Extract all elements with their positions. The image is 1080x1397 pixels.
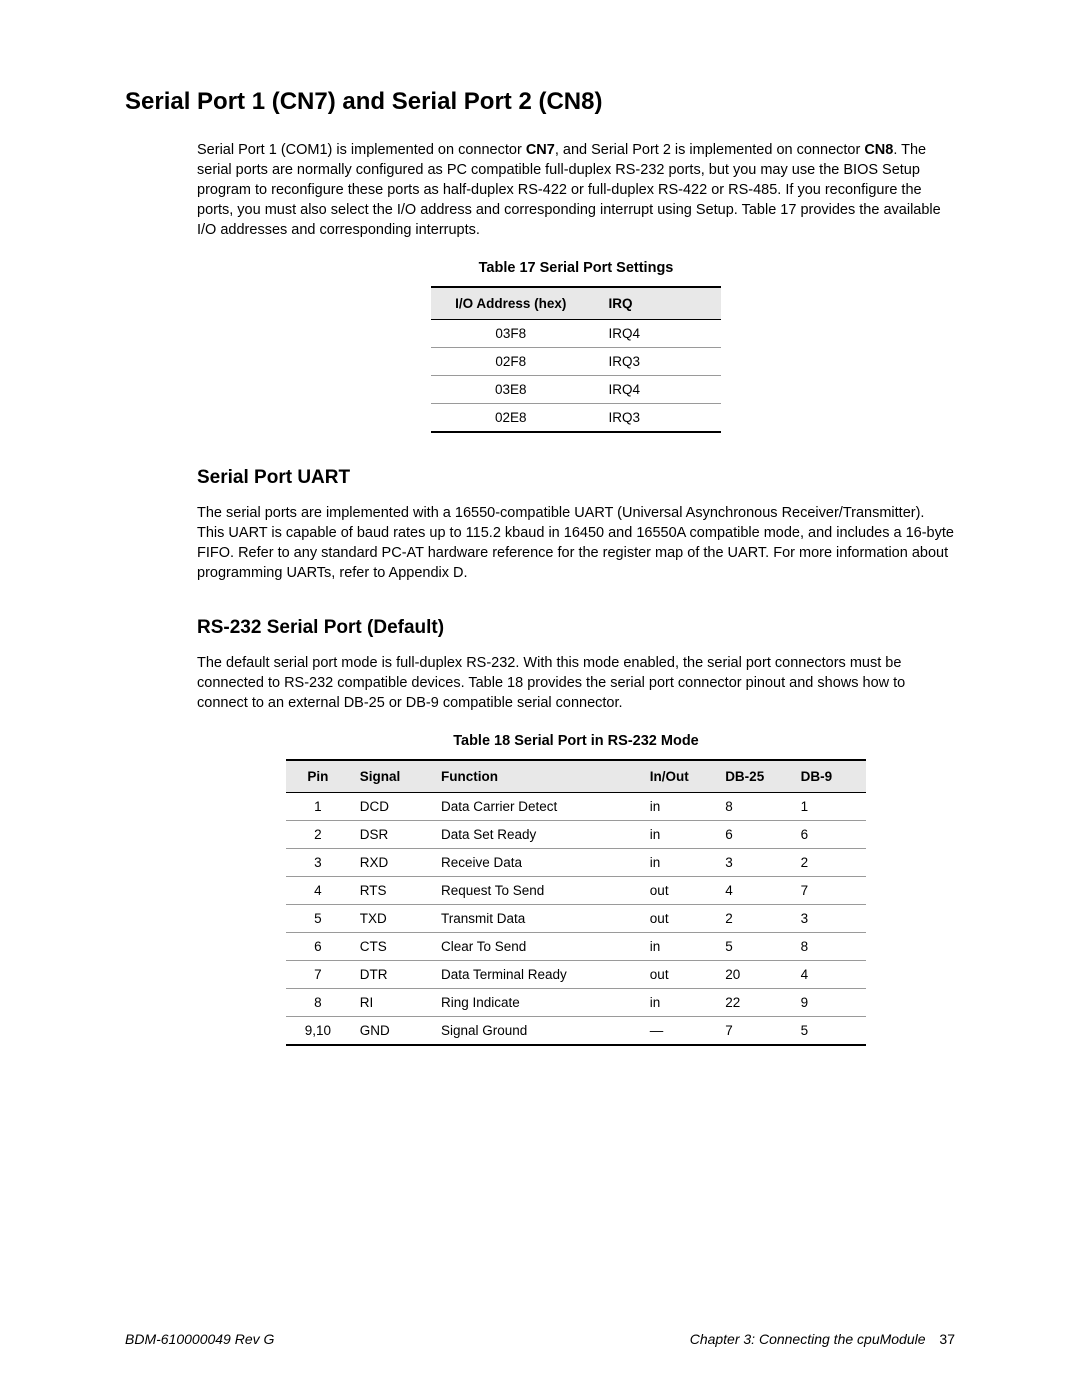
table-row: 3RXDReceive Datain32 <box>286 849 866 877</box>
table17-header-row: I/O Address (hex) IRQ <box>431 287 721 320</box>
uart-paragraph: The serial ports are implemented with a … <box>197 503 955 583</box>
table-row: 02E8IRQ3 <box>431 404 721 433</box>
table-row: 02F8IRQ3 <box>431 348 721 376</box>
page-number: 37 <box>939 1331 955 1347</box>
table-row: 03F8IRQ4 <box>431 320 721 348</box>
table18-col-pin: Pin <box>286 760 350 793</box>
table-row: 6CTSClear To Sendin58 <box>286 933 866 961</box>
table18-col-db9: DB-9 <box>791 760 866 793</box>
table18-header-row: Pin Signal Function In/Out DB-25 DB-9 <box>286 760 866 793</box>
heading-uart: Serial Port UART <box>197 467 955 489</box>
table18: Pin Signal Function In/Out DB-25 DB-9 1D… <box>286 759 866 1046</box>
table-row: 7DTRData Terminal Readyout204 <box>286 961 866 989</box>
intro-paragraph: Serial Port 1 (COM1) is implemented on c… <box>197 140 955 240</box>
table-row: 8RIRing Indicatein229 <box>286 989 866 1017</box>
rs232-paragraph: The default serial port mode is full-dup… <box>197 653 955 713</box>
table-row: 03E8IRQ4 <box>431 376 721 404</box>
table-row: 5TXDTransmit Dataout23 <box>286 905 866 933</box>
heading-main: Serial Port 1 (CN7) and Serial Port 2 (C… <box>125 88 955 116</box>
table17-caption: Table 17 Serial Port Settings <box>197 260 955 276</box>
table-row: 4RTSRequest To Sendout47 <box>286 877 866 905</box>
table18-col-io: In/Out <box>640 760 715 793</box>
table18-col-func: Function <box>431 760 640 793</box>
table18-caption: Table 18 Serial Port in RS-232 Mode <box>197 733 955 749</box>
table17: I/O Address (hex) IRQ 03F8IRQ4 02F8IRQ3 … <box>431 286 721 433</box>
table-row: 9,10GNDSignal Ground—75 <box>286 1017 866 1046</box>
table18-col-signal: Signal <box>350 760 431 793</box>
table18-col-db25: DB-25 <box>715 760 790 793</box>
footer-doc-id: BDM-610000049 Rev G <box>125 1331 274 1347</box>
table17-col-address: I/O Address (hex) <box>431 287 591 320</box>
table17-col-irq: IRQ <box>591 287 722 320</box>
table-row: 2DSRData Set Readyin66 <box>286 821 866 849</box>
table-row: 1DCDData Carrier Detectin81 <box>286 793 866 821</box>
heading-rs232: RS-232 Serial Port (Default) <box>197 617 955 639</box>
footer-chapter: Chapter 3: Connecting the cpuModule 37 <box>690 1331 955 1347</box>
page-footer: BDM-610000049 Rev G Chapter 3: Connectin… <box>125 1331 955 1347</box>
